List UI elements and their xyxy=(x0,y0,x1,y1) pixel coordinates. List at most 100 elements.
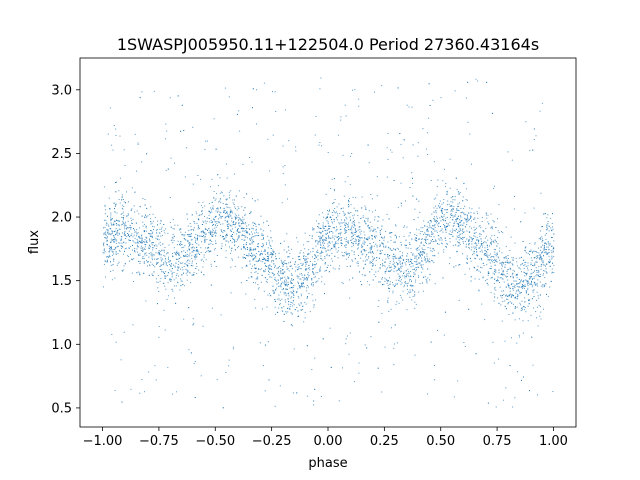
scatter-point xyxy=(169,279,171,281)
scatter-point xyxy=(197,252,199,254)
scatter-point xyxy=(432,260,434,262)
scatter-point xyxy=(537,295,539,297)
scatter-point xyxy=(230,252,231,254)
scatter-point xyxy=(550,237,552,238)
scatter-point xyxy=(122,221,124,223)
scatter-point xyxy=(487,246,488,248)
scatter-point xyxy=(215,235,217,237)
scatter-point xyxy=(374,228,376,230)
scatter-point xyxy=(222,192,223,194)
scatter-point xyxy=(369,271,371,273)
scatter-point xyxy=(460,237,462,239)
scatter-point xyxy=(240,248,242,250)
scatter-point xyxy=(463,231,465,233)
scatter-point xyxy=(354,225,356,227)
scatter-point xyxy=(412,182,414,184)
scatter-point xyxy=(106,261,108,263)
scatter-point xyxy=(495,241,497,243)
scatter-point xyxy=(371,238,373,240)
scatter-point xyxy=(111,247,112,249)
scatter-point xyxy=(291,248,293,250)
scatter-point xyxy=(436,231,438,233)
scatter-point xyxy=(502,271,504,273)
scatter-point xyxy=(514,297,516,298)
scatter-point xyxy=(383,237,385,239)
scatter-point xyxy=(105,234,107,236)
scatter-point xyxy=(476,236,478,238)
scatter-point xyxy=(377,220,379,222)
scatter-point xyxy=(510,296,512,298)
scatter-point xyxy=(461,233,463,235)
scatter-point xyxy=(253,225,255,227)
scatter-point xyxy=(308,253,310,255)
scatter-point xyxy=(176,269,178,271)
scatter-point xyxy=(477,255,478,257)
scatter-point xyxy=(170,157,172,159)
scatter-point xyxy=(189,260,191,262)
scatter-point xyxy=(551,252,553,254)
scatter-point xyxy=(436,207,438,209)
scatter-point xyxy=(321,247,323,249)
scatter-point xyxy=(413,269,415,270)
scatter-point xyxy=(357,235,359,237)
scatter-point xyxy=(224,217,226,219)
scatter-point xyxy=(405,281,406,283)
scatter-point xyxy=(212,230,214,232)
scatter-point xyxy=(454,215,456,217)
scatter-point xyxy=(222,236,224,237)
scatter-point xyxy=(160,264,162,266)
scatter-point xyxy=(519,336,520,338)
scatter-point xyxy=(395,266,397,268)
scatter-point xyxy=(271,261,273,263)
scatter-point xyxy=(196,272,198,274)
scatter-point xyxy=(357,236,359,238)
scatter-point xyxy=(195,234,197,235)
scatter-point xyxy=(344,213,346,215)
scatter-point xyxy=(419,254,421,256)
scatter-point xyxy=(426,253,428,255)
scatter-point xyxy=(385,278,387,280)
scatter-point xyxy=(270,252,272,254)
scatter-point xyxy=(132,245,133,246)
scatter-point xyxy=(399,280,401,282)
scatter-point xyxy=(371,245,373,247)
scatter-point xyxy=(235,222,237,224)
scatter-point xyxy=(468,220,470,222)
scatter-point xyxy=(387,279,389,281)
scatter-point xyxy=(353,381,355,383)
scatter-point xyxy=(144,231,145,232)
scatter-point xyxy=(261,253,263,254)
scatter-point xyxy=(508,269,510,270)
scatter-point xyxy=(110,261,111,263)
scatter-point xyxy=(501,252,503,254)
scatter-point xyxy=(200,247,202,249)
scatter-point xyxy=(115,128,117,130)
scatter-point xyxy=(269,268,271,270)
scatter-point xyxy=(464,226,466,228)
scatter-point xyxy=(229,225,231,227)
scatter-point xyxy=(185,239,187,241)
scatter-point xyxy=(122,270,124,272)
scatter-point xyxy=(463,342,465,343)
scatter-point xyxy=(532,252,533,254)
scatter-point xyxy=(367,239,369,241)
scatter-point xyxy=(499,262,501,264)
scatter-point xyxy=(122,269,124,271)
scatter-point xyxy=(356,235,358,237)
scatter-point xyxy=(305,278,306,280)
scatter-point xyxy=(156,281,158,283)
scatter-point xyxy=(431,213,433,215)
scatter-point xyxy=(522,285,524,287)
scatter-point xyxy=(352,237,354,239)
scatter-point xyxy=(424,232,426,234)
scatter-point xyxy=(521,379,522,381)
scatter-point xyxy=(155,278,157,280)
scatter-point xyxy=(272,134,274,136)
scatter-point xyxy=(521,279,522,281)
scatter-point xyxy=(477,213,479,215)
scatter-point xyxy=(431,227,433,229)
scatter-point xyxy=(167,261,169,263)
scatter-point xyxy=(484,237,486,239)
scatter-point xyxy=(251,252,253,254)
scatter-point xyxy=(356,262,358,264)
